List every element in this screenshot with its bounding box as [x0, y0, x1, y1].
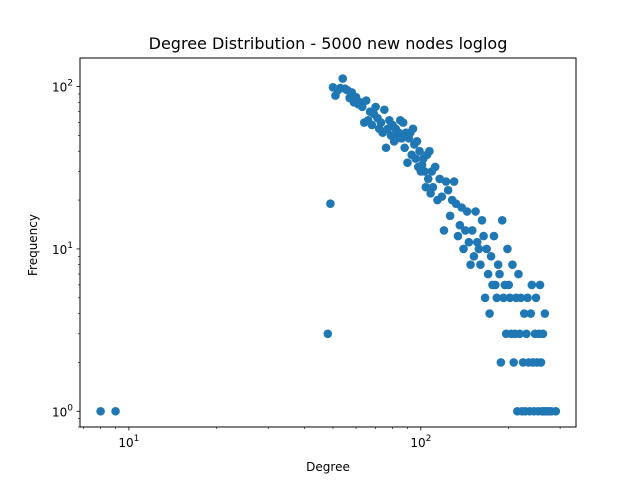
- scatter-point: [551, 406, 561, 416]
- scatter-point: [462, 207, 472, 216]
- scatter-point: [526, 309, 536, 318]
- x-tick-label: 101: [118, 434, 139, 450]
- scatter-point: [485, 309, 494, 318]
- scatter-point: [455, 220, 465, 230]
- scatter-point: [326, 199, 335, 208]
- scatter-point: [492, 293, 502, 303]
- scatter-point: [403, 158, 412, 167]
- scatter-point: [439, 226, 449, 235]
- scatter-point: [415, 146, 424, 156]
- y-tick-label: 102: [52, 79, 73, 95]
- scatter-point: [489, 231, 499, 241]
- scatter-point: [469, 252, 479, 261]
- scatter-point: [515, 329, 524, 339]
- scatter-point: [464, 237, 474, 247]
- scatter-point: [412, 137, 422, 146]
- scatter-point: [486, 252, 496, 261]
- scatter-point: [357, 102, 367, 112]
- scatter-point: [361, 96, 371, 105]
- scatter-point: [420, 167, 429, 176]
- scatter-point: [504, 280, 514, 290]
- scatter-point: [527, 280, 537, 290]
- scatter-point: [376, 118, 386, 127]
- scatter-point: [371, 102, 380, 112]
- scatter-point: [367, 120, 377, 130]
- scatter-point: [535, 280, 545, 290]
- scatter-point: [338, 74, 348, 83]
- scatter-point: [111, 406, 120, 416]
- scatter-point: [483, 269, 493, 279]
- scatter-point: [474, 244, 484, 254]
- scatter-point: [472, 237, 482, 247]
- scatter-point: [497, 216, 507, 225]
- scatter-point: [503, 244, 512, 254]
- scatter-point: [482, 244, 491, 254]
- scatter-point: [509, 358, 518, 367]
- scatter-point: [96, 406, 105, 416]
- scatter-point: [499, 293, 508, 303]
- scatter-point: [381, 143, 391, 153]
- scatter-point: [411, 154, 420, 163]
- scatter-point: [445, 211, 455, 221]
- y-tick-label: 101: [52, 241, 73, 257]
- plot-frame: [79, 57, 577, 428]
- scatter-point: [449, 177, 459, 186]
- chart-title: Degree Distribution - 5000 new nodes log…: [149, 34, 508, 53]
- scatter-point: [461, 226, 470, 235]
- scatter-point: [476, 260, 485, 269]
- scatter-point: [423, 174, 433, 184]
- scatter-point: [443, 185, 453, 195]
- scatter-point: [459, 244, 468, 254]
- scatter-point: [430, 162, 440, 172]
- scatter-point: [493, 260, 503, 269]
- scatter-point: [428, 182, 438, 192]
- x-tick-label: 102: [410, 434, 431, 450]
- x-axis-label: Degree: [306, 460, 350, 474]
- scatter-point: [441, 177, 451, 186]
- scatter-point: [466, 260, 475, 269]
- scatter-point: [408, 124, 418, 134]
- scatter-point: [522, 329, 531, 339]
- scatter-point: [540, 309, 550, 318]
- scatter-point: [421, 182, 431, 192]
- scatter-point: [471, 207, 480, 216]
- scatter-point: [398, 118, 408, 127]
- scatter-point: [491, 280, 500, 290]
- scatter-point: [479, 231, 488, 241]
- scatter-point: [505, 293, 515, 303]
- scatter-point: [477, 216, 487, 225]
- scatter-point: [531, 293, 541, 303]
- scatter-point: [536, 358, 546, 367]
- scatter-point: [425, 146, 434, 156]
- scatter-points: [96, 74, 561, 416]
- scatter-point: [380, 105, 389, 115]
- scatter-point: [538, 329, 548, 339]
- scatter-point: [519, 309, 529, 318]
- scatter-point: [516, 293, 526, 303]
- scatter-point: [400, 143, 409, 153]
- scatter-point: [480, 293, 490, 303]
- scatter-point: [495, 269, 504, 279]
- scatter-point: [508, 260, 517, 269]
- scatter-point: [453, 231, 463, 241]
- scatter-point: [437, 192, 447, 201]
- scatter-point: [496, 358, 506, 367]
- scatter-point: [514, 269, 523, 279]
- scatter-point: [523, 293, 532, 303]
- scatter-point: [323, 329, 333, 339]
- y-tick-label: 100: [52, 403, 73, 419]
- y-axis-label: Frequency: [26, 214, 40, 276]
- scatter-point: [467, 226, 477, 235]
